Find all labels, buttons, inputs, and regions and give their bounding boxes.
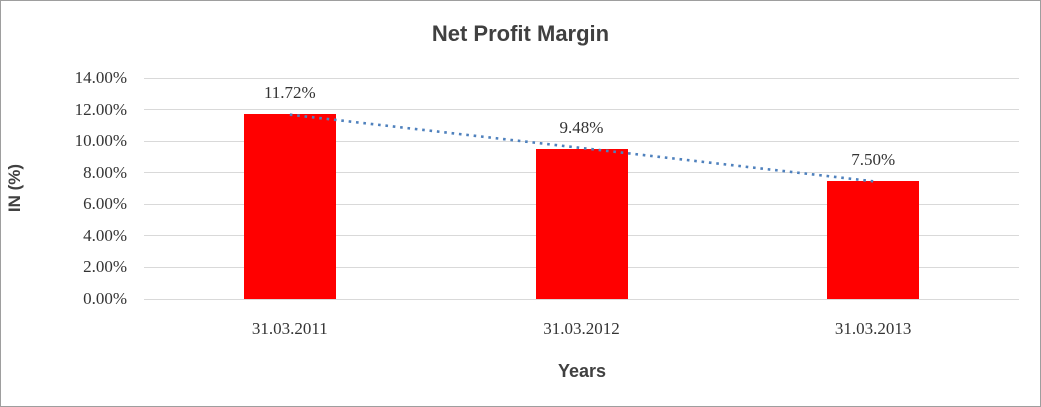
data-label: 7.50% — [851, 149, 896, 169]
y-tick-label: 10.00% — [74, 131, 127, 151]
y-tick-label: 12.00% — [74, 99, 127, 119]
gridline — [144, 109, 1019, 111]
y-tick-label: 6.00% — [83, 194, 127, 214]
data-label: 11.72% — [263, 82, 316, 102]
gridline — [144, 298, 1019, 300]
x-category-label: 31.03.2013 — [834, 319, 912, 338]
bar-31.03.2013 — [827, 180, 920, 299]
bar-31.03.2011 — [243, 113, 336, 299]
y-tick-label: 0.00% — [83, 289, 127, 308]
chart-title: Net Profit Margin — [431, 21, 610, 46]
y-tick-label: 2.00% — [83, 257, 127, 277]
y-tick-label: 4.00% — [83, 225, 127, 245]
x-category-label: 31.03.2011 — [251, 319, 328, 338]
bar-31.03.2012 — [535, 149, 628, 299]
y-tick-label: 8.00% — [83, 162, 127, 182]
gridline — [144, 77, 1019, 79]
x-category-label: 31.03.2012 — [543, 319, 620, 338]
data-label: 9.48% — [559, 118, 604, 138]
y-tick-label: 14.00% — [74, 68, 127, 87]
x-axis-title: Years — [557, 361, 607, 381]
